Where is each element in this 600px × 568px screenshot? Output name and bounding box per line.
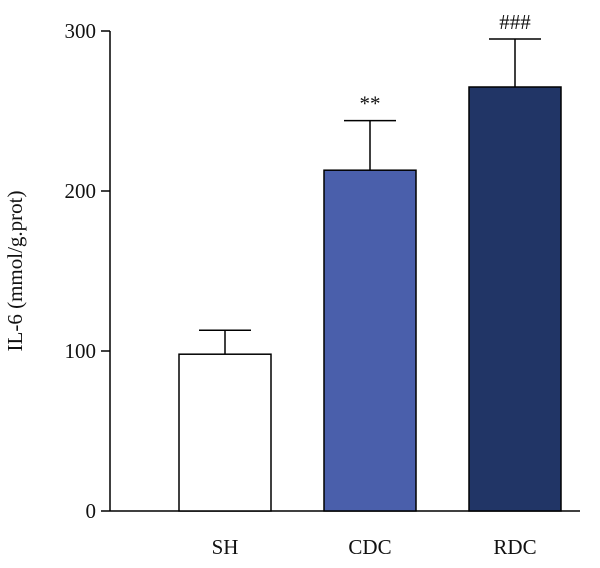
x-tick-labels: SH CDC RDC [212, 535, 537, 559]
x-tick-label-rdc: RDC [493, 535, 536, 559]
significance-label-cdc: ** [360, 92, 381, 116]
significance-label-rdc: ### [499, 10, 531, 34]
y-axis-label: IL-6 (mmol/g.prot) [3, 191, 27, 352]
y-tick-label: 100 [65, 339, 97, 363]
y-tick-label: 300 [65, 19, 97, 43]
bars [178, 86, 562, 512]
y-ticks: 0 100 200 300 [65, 19, 110, 523]
significance-annotations: ** ### [360, 10, 532, 116]
x-tick-label-cdc: CDC [348, 535, 391, 559]
x-tick-label-sh: SH [212, 535, 239, 559]
error-bars [199, 38, 541, 355]
bar-sh [178, 353, 272, 512]
y-tick-label: 0 [86, 499, 97, 523]
bar-cdc [323, 169, 417, 512]
bar-rdc [468, 86, 562, 512]
y-tick-label: 200 [65, 179, 97, 203]
